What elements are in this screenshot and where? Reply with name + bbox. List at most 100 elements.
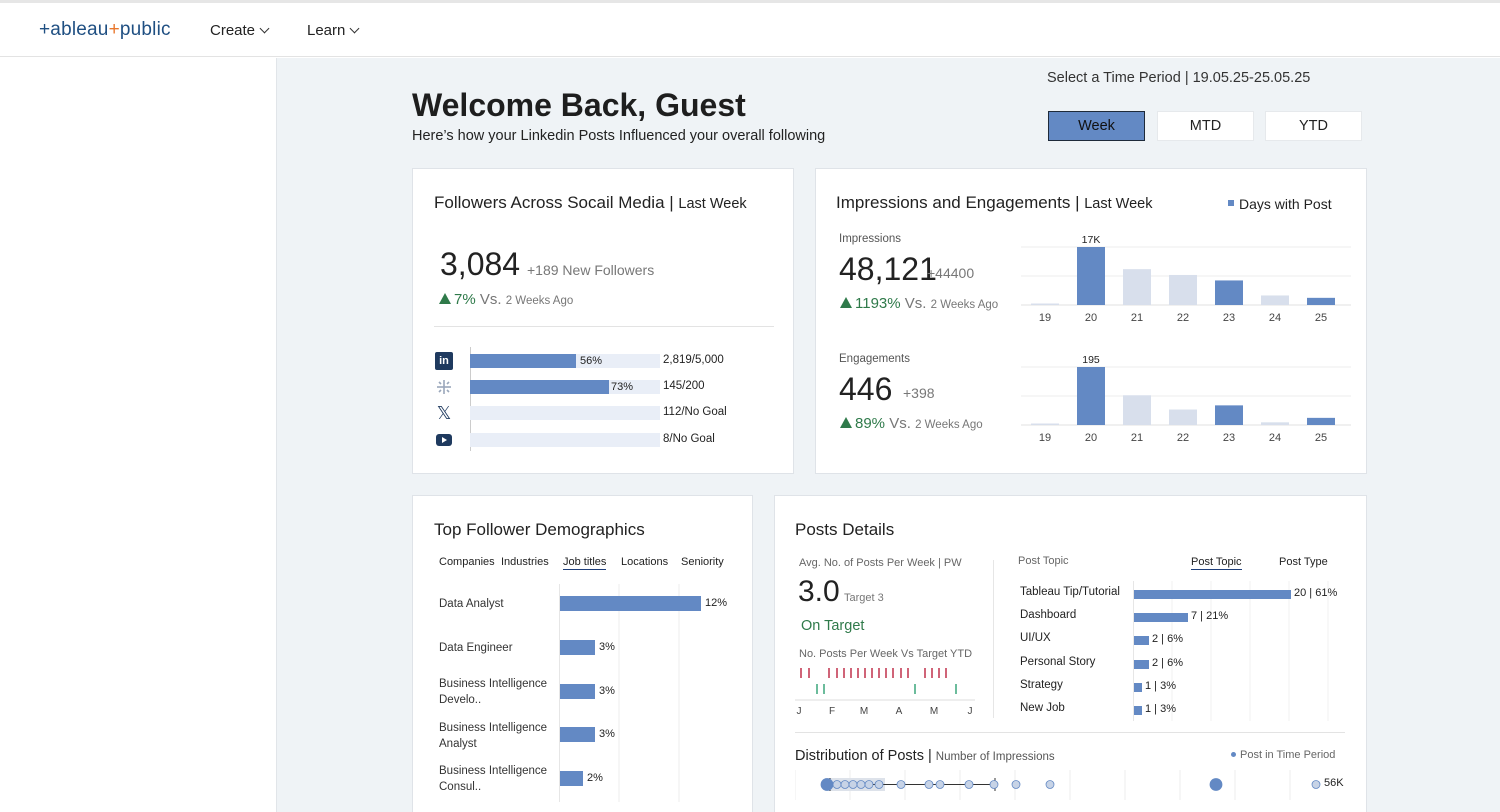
chevron-down-icon [349,23,360,34]
distribution-chart [795,770,1321,800]
month-label: F [829,706,835,717]
topic-bar [1134,613,1188,622]
topic-value: 2 | 6% [1152,633,1183,645]
dashboard-area: Welcome Back, Guest Here’s how your Link… [276,58,1500,812]
linkedin-progress: 56% [470,354,660,368]
impressions-bar-chart: 19 20 17K 21 22 23 24 25 [1021,234,1351,324]
bar-24 [1261,422,1289,425]
demo-pct: 2% [587,772,603,784]
month-label: J [797,706,802,717]
demo-pct: 3% [599,685,615,697]
x-icon: 𝕏 [436,403,452,423]
bar-20 [1077,367,1105,425]
bar-21 [1123,395,1151,425]
demo-bar [560,596,701,611]
bar-24 [1261,295,1289,305]
tab-industries[interactable]: Industries [501,556,549,568]
distribution-max-label: 56K [1324,777,1344,789]
topic-label: UI/UX [1020,632,1051,644]
x-tick-label: 23 [1223,312,1235,324]
demo-bar [560,684,595,699]
topic-grid [1133,581,1329,721]
engagements-bar-chart: 19 20 195 21 22 23 24 25 [1021,354,1351,444]
tab-post-type[interactable]: Post Type [1279,556,1328,568]
demo-label-bi-consultant: Business Intelligence Consul.. [439,765,548,793]
demo-bar [560,771,583,786]
topic-value: 7 | 21% [1191,610,1229,622]
x-tick-label: 21 [1131,312,1143,324]
divider [795,732,1345,733]
posts-vs-target-label: No. Posts Per Week Vs Target YTD [799,648,973,660]
period-mtd-button[interactable]: MTD [1157,111,1254,141]
engagements-label: Engagements [839,353,910,365]
impressions-delta: +44400 [927,265,975,281]
topic-bar [1134,706,1142,715]
demo-label-data-engineer: Data Engineer [439,642,513,654]
x-tick-label: 25 [1315,312,1327,324]
tableau-icon [437,380,451,394]
impressions-title: Impressions and Engagements | Last Week [836,193,1153,212]
linkedin-value: 2,819/5,000 [663,354,724,366]
tableau-value: 145/200 [663,380,705,392]
nav-learn-menu[interactable]: Learn [307,22,360,39]
divider [434,326,774,327]
followers-change: 7% Vs. 2 Weeks Ago [439,291,573,308]
period-week-button[interactable]: Week [1048,111,1145,141]
youtube-icon [436,434,452,446]
engagements-delta: +398 [903,385,935,401]
youtube-progress [470,433,660,447]
x-progress [470,406,660,420]
demo-pct: 12% [705,597,728,609]
engagements-value: 446 [839,371,893,407]
tableau-public-logo[interactable]: +ableau+public [39,19,171,40]
month-label: A [896,706,903,717]
topic-label: New Job [1020,702,1065,714]
month-label: M [860,706,868,717]
impressions-label: Impressions [839,233,901,245]
x-value: 112/No Goal [663,406,727,418]
page-subtitle: Here’s how your Linkedin Posts Influence… [412,128,826,144]
top-navbar: +ableau+public Create Learn [0,3,1500,57]
distribution-title: Distribution of Posts | Number of Impres… [795,748,1055,764]
impressions-value: 48,121 [839,251,937,287]
demo-bar [560,727,595,742]
tab-job-titles[interactable]: Job titles [563,556,607,570]
topic-label: Personal Story [1020,656,1096,668]
followers-total: 3,084 [440,246,521,282]
tab-post-topic[interactable]: Post Topic [1191,556,1242,570]
top-border [0,0,1500,3]
topic-bar [1134,683,1142,692]
nav-create-menu[interactable]: Create [210,22,270,39]
demo-bar [560,640,595,655]
bar-22 [1169,274,1197,305]
bar-19 [1031,303,1059,305]
topic-bar [1134,660,1149,669]
x-tick-label: 24 [1269,312,1281,324]
month-label: J [968,706,973,717]
demo-label-data-analyst: Data Analyst [439,598,504,610]
demo-label-bi-analyst: Business Intelligence Analyst [439,722,548,750]
bar-23 [1215,405,1243,425]
tab-locations[interactable]: Locations [621,556,669,568]
x-tick-label: 19 [1039,312,1051,324]
demo-label-bi-developer: Business Intelligence Develo.. [439,678,548,706]
topic-label: Tableau Tip/Tutorial [1020,586,1120,598]
topic-bar [1134,590,1291,599]
demographics-card: Top Follower Demographics Companies Indu… [412,495,753,812]
period-ytd-button[interactable]: YTD [1265,111,1362,141]
posts-details-card: Posts Details Avg. No. of Posts Per Week… [774,495,1367,812]
axis-line [470,347,471,451]
followers-title: Followers Across Socail Media | Last Wee… [434,193,747,212]
engagements-change: 89% Vs. 2 Weeks Ago [840,415,983,432]
avg-posts-value: 3.0 [798,575,840,608]
topic-value: 2 | 6% [1152,657,1183,669]
tab-seniority[interactable]: Seniority [681,556,724,568]
days-with-post-legend: Days with Post [1228,196,1332,212]
bar-25 [1307,417,1335,425]
x-tick-label: 25 [1315,432,1327,444]
followers-card: Followers Across Socail Media | Last Wee… [412,168,794,474]
impressions-change: 1193% Vs. 2 Weeks Ago [840,295,998,312]
bar-21 [1123,269,1151,305]
tab-companies[interactable]: Companies [439,556,495,568]
